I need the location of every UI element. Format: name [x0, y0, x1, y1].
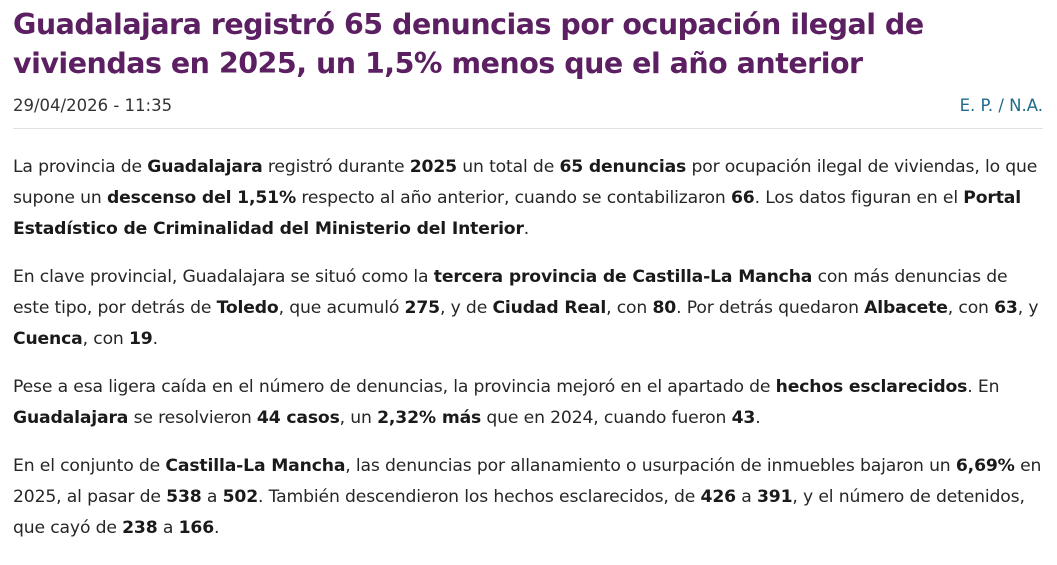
paragraph: Pese a esa ligera caída en el número de …	[13, 372, 1043, 434]
paragraph: En clave provincial, Guadalajara se situ…	[13, 262, 1043, 355]
body-text: por ocupación ilegal de viviendas, lo qu…	[13, 157, 1038, 208]
article-body: La provincia de Guadalajara registró dur…	[13, 152, 1043, 544]
bold-text: 2,32% más	[377, 408, 482, 428]
body-text: En el conjunto de	[13, 456, 166, 476]
bold-text: 166	[178, 518, 215, 538]
bold-text: 19	[129, 329, 153, 349]
article-headline: Guadalajara registró 65 denuncias por oc…	[13, 8, 924, 80]
bold-text: 44 casos	[256, 408, 340, 428]
body-text: . En	[967, 377, 1000, 397]
body-text: registró durante	[262, 157, 410, 177]
body-text: . También descendieron los hechos esclar…	[258, 487, 701, 507]
bold-text: 275	[404, 298, 441, 318]
body-text: , y	[1017, 298, 1039, 318]
bold-text: Guadalajara	[147, 157, 263, 177]
body-text: respecto al año anterior, cuando se cont…	[296, 188, 731, 208]
bold-text: 391	[756, 487, 793, 507]
author-link[interactable]: E. P. / N.A.	[959, 96, 1043, 115]
bold-text: Toledo	[216, 298, 279, 318]
body-text: .	[214, 518, 220, 538]
bold-text: 80	[652, 298, 677, 318]
bold-text: Portal Estadístico de Criminalidad del M…	[13, 188, 1021, 239]
bold-text: Albacete	[864, 298, 948, 318]
body-text: a	[157, 518, 179, 538]
body-text: . Por detrás quedaron	[676, 298, 865, 318]
body-text: un total de	[456, 157, 560, 177]
body-text: con más denuncias de este tipo, por detr…	[13, 267, 1008, 318]
body-text: a	[735, 487, 757, 507]
publish-date: 29/04/2026 - 11:35	[13, 96, 173, 115]
bold-text: Castilla-La Mancha	[165, 456, 346, 476]
body-text: , las denuncias por allanamiento o usurp…	[345, 456, 956, 476]
bold-text: 63	[994, 298, 1018, 318]
bold-text: descenso del 1,51%	[106, 188, 297, 208]
body-text: , y el número de detenidos, que cayó de	[13, 487, 1025, 538]
bold-text: 426	[700, 487, 737, 507]
body-text: . Los datos figuran en el	[754, 188, 964, 208]
bold-text: 502	[222, 487, 259, 507]
article-meta: 29/04/2026 - 11:35 E. P. / N.A.	[13, 94, 1043, 118]
body-text: se resolvieron	[128, 408, 257, 428]
body-text: , y de	[439, 298, 493, 318]
paragraph: En el conjunto de Castilla-La Mancha, la…	[13, 451, 1043, 544]
body-text: que en 2024, cuando fueron	[481, 408, 732, 428]
body-text: La provincia de	[13, 157, 148, 177]
bold-text: 65 denuncias	[559, 157, 687, 177]
bold-text: 43	[731, 408, 756, 428]
bold-text: Ciudad Real	[492, 298, 607, 318]
body-text: .	[523, 219, 530, 239]
bold-text: tercera provincia de Castilla-La Mancha	[433, 267, 813, 287]
body-text: En clave provincial, Guadalajara se situ…	[13, 267, 434, 287]
body-text: a	[201, 487, 223, 507]
bold-text: Guadalajara	[13, 408, 129, 428]
body-text: , un	[339, 408, 378, 428]
paragraph: La provincia de Guadalajara registró dur…	[13, 152, 1043, 245]
body-text: , con	[82, 329, 129, 349]
bold-text: 66	[730, 188, 755, 208]
body-text: .	[152, 329, 158, 349]
divider	[13, 128, 1043, 129]
bold-text: Cuenca	[13, 329, 83, 349]
body-text: , con	[606, 298, 653, 318]
bold-text: 538	[166, 487, 202, 507]
body-text: , con	[947, 298, 995, 318]
bold-text: 6,69%	[955, 456, 1015, 476]
body-text: en 2025, al pasar de	[13, 456, 1042, 507]
body-text: .	[755, 408, 761, 428]
bold-text: hechos esclarecidos	[775, 377, 968, 397]
bold-text: 238	[122, 518, 158, 538]
body-text: , que acumuló	[278, 298, 405, 318]
bold-text: 2025	[409, 157, 457, 177]
body-text: Pese a esa ligera caída en el número de …	[13, 377, 776, 397]
